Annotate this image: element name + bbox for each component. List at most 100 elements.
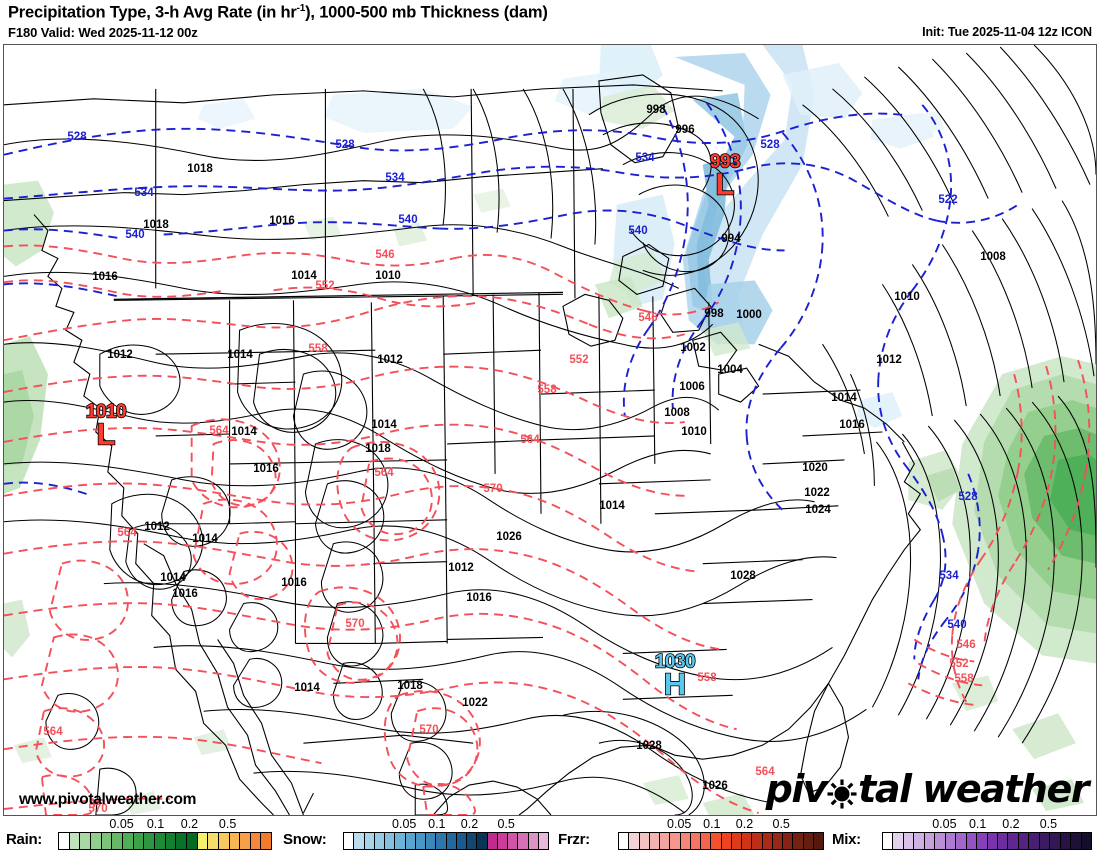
colorbar-tick-label: 0.05 [932, 817, 957, 831]
colorbar-swatch [229, 833, 241, 849]
colorbar-swatch [997, 833, 1009, 849]
colorbar-swatch [690, 833, 701, 849]
colorbar-swatch [660, 833, 671, 849]
colorbar-swatch [731, 833, 742, 849]
colorbar-swatch [344, 833, 355, 849]
colorbar-swatch [742, 833, 753, 849]
colorbar-snow[interactable]: Snow: 0.05 0.1 0.2 0.5 [283, 817, 551, 850]
colorbar-swatch [538, 833, 548, 849]
colorbar-swatch [813, 833, 823, 849]
colorbar-swatch [1050, 833, 1061, 849]
colorbar-tick-label: 0.2 [1002, 817, 1020, 831]
colorbar-swatch [670, 833, 681, 849]
colorbar-swatch [101, 833, 113, 849]
colorbar-tick-label: 0.2 [735, 817, 754, 831]
colorbar-swatch [133, 833, 145, 849]
colorbar-swatch [711, 833, 722, 849]
colorbar-ticks: 0.05 0.1 0.2 0.5 [58, 817, 270, 832]
colorbar-swatch [793, 833, 804, 849]
colorbar-swatch [426, 833, 437, 849]
colorbar-swatch [762, 833, 773, 849]
colorbar-tick-label: 0.05 [392, 817, 417, 831]
brand-text-right: tal weather [858, 767, 1089, 811]
map-graphics [4, 45, 1096, 815]
colorbar-title: Rain: [6, 831, 43, 848]
colorbar-swatch [165, 833, 177, 849]
colorbar-tick-label: 0.5 [1039, 817, 1058, 831]
colorbar-swatch [186, 833, 198, 849]
colorbar-swatch [154, 833, 166, 849]
thickness-cold-contours [4, 102, 1019, 680]
colorbar-swatch [467, 833, 478, 849]
colorbar-swatch [208, 833, 219, 849]
colorbar-title: Mix: [832, 831, 861, 848]
colorbar-swatch [1018, 833, 1030, 849]
colorbar-swatches[interactable] [343, 832, 549, 850]
title-exponent: -1 [296, 3, 306, 14]
colorbar-swatch [240, 833, 251, 849]
colorbar-swatch [477, 833, 488, 849]
colorbar-swatch [436, 833, 447, 849]
colorbar-tick-label: 0.2 [180, 817, 199, 831]
colorbar-swatch [261, 833, 272, 849]
colorbar-frzr[interactable]: Frzr: 0.05 0.1 0.2 0.5 [558, 817, 826, 850]
colorbar-ticks: 0.05 0.1 0.2 0.5 [882, 817, 1090, 832]
colorbar-swatch [783, 833, 794, 849]
colorbar-tick-label: 0.1 [428, 817, 446, 831]
colorbar-swatch [528, 833, 539, 849]
colorbar-swatch [508, 833, 519, 849]
colorbar-swatch [1071, 833, 1082, 849]
colorbar-swatch [59, 833, 70, 849]
colorbar-swatches[interactable] [882, 832, 1092, 850]
colorbar-swatches[interactable] [58, 832, 272, 850]
colorbar-swatch [122, 833, 134, 849]
colorbar-rain[interactable]: Rain: 0.05 0.1 0.2 0.5 [6, 817, 274, 850]
colorbar-swatches[interactable] [618, 832, 824, 850]
brand-text-left: piv [765, 767, 828, 811]
colorbar-swatch [385, 833, 396, 849]
colorbar-swatch [649, 833, 660, 849]
colorbar-swatch [629, 833, 640, 849]
colorbar-swatch [966, 833, 978, 849]
colorbar-tick-label: 0.1 [968, 817, 987, 831]
colorbar-swatch [80, 833, 91, 849]
colorbar-swatch [405, 833, 416, 849]
title-tail: ), 1000-500 mb Thickness (dam) [305, 3, 548, 22]
colorbar-swatch [374, 833, 385, 849]
colorbar-swatch [415, 833, 426, 849]
colorbar-tick-label: 0.2 [460, 817, 479, 831]
gear-sun-icon [827, 774, 857, 809]
colorbar-swatch [518, 833, 529, 849]
colorbar-title: Frzr: [558, 831, 590, 848]
colorbar-mix[interactable]: Mix: 0.05 0.1 0.2 0.5 [832, 817, 1094, 850]
colorbar-swatch [456, 833, 467, 849]
colorbar-swatch [803, 833, 814, 849]
colorbar-swatch [883, 833, 894, 849]
colorbar-swatch [354, 833, 365, 849]
colorbar-swatch [218, 833, 230, 849]
thickness-warm-contours [4, 244, 1091, 815]
map-canvas[interactable]: 993 L 1010 L 1030 H 1018 1018 1016 1016 1012… [3, 44, 1097, 816]
colorbar-swatch [250, 833, 262, 849]
colorbar-swatch [69, 833, 81, 849]
colorbar-swatch [112, 833, 123, 849]
colorbar-swatch [1039, 833, 1051, 849]
colorbar-tick-label: 0.1 [146, 817, 165, 831]
valid-time-label: F180 Valid: Wed 2025-11-12 00z [8, 25, 198, 40]
colorbar-swatch [903, 833, 915, 849]
colorbar-swatch [945, 833, 957, 849]
colorbar-swatch [924, 833, 936, 849]
colorbar-swatch [772, 833, 783, 849]
mslp-isobars [4, 45, 1096, 815]
colorbar-swatch [721, 833, 732, 849]
colorbar-swatch [639, 833, 650, 849]
geography-outlines [4, 74, 922, 815]
map-header: Precipitation Type, 3-h Avg Rate (in hr-… [0, 0, 1100, 44]
colorbar-tick-label: 0.05 [109, 817, 134, 831]
colorbar-ticks: 0.05 0.1 0.2 0.5 [343, 817, 547, 832]
colorbar-swatch [487, 833, 498, 849]
colorbar-swatch [752, 833, 763, 849]
colorbar-swatch [446, 833, 457, 849]
colorbar-swatch [1029, 833, 1040, 849]
